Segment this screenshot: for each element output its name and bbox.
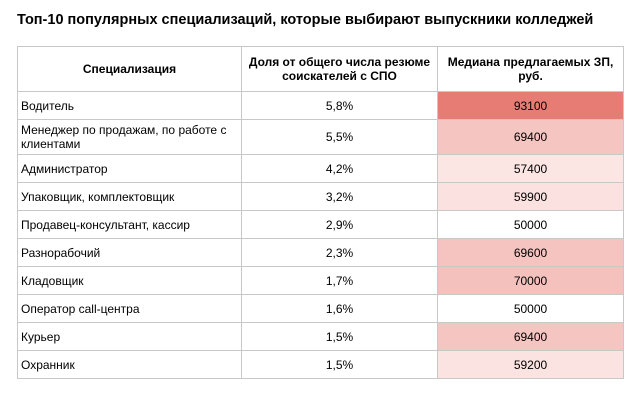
- table-row: Продавец-консультант, кассир 2,9% 50000: [17, 210, 624, 239]
- table-row: Охранник 1,5% 59200: [17, 350, 624, 379]
- header-cell: Специализация: [17, 46, 242, 92]
- salary-cell: 57400: [437, 154, 624, 183]
- table-row: Разнорабочий 2,3% 69600: [17, 238, 624, 267]
- salary-cell: 69600: [437, 238, 624, 267]
- specialization-cell: Упаковщик, комплектовщик: [17, 182, 242, 211]
- share-cell: 2,3%: [241, 238, 438, 267]
- table-row: Упаковщик, комплектовщик 3,2% 59900: [17, 182, 624, 211]
- share-cell: 3,2%: [241, 182, 438, 211]
- specialization-cell: Менеджер по продажам, по работе с клиент…: [17, 119, 242, 155]
- salary-cell: 50000: [437, 294, 624, 323]
- specialization-cell: Продавец-консультант, кассир: [17, 210, 242, 239]
- salary-cell: 70000: [437, 266, 624, 295]
- specialization-cell: Водитель: [17, 91, 242, 120]
- salary-cell: 93100: [437, 91, 624, 120]
- share-cell: 1,5%: [241, 322, 438, 351]
- salary-cell: 59200: [437, 350, 624, 379]
- table-body: Водитель 5,8% 93100 Менеджер по продажам, п…: [17, 91, 624, 379]
- table-row: Курьер 1,5% 69400: [17, 322, 624, 351]
- share-cell: 2,9%: [241, 210, 438, 239]
- data-table: Специализация Доля от общего числа резюм…: [17, 46, 624, 379]
- header-cell: Доля от общего числа резюме соискателей …: [241, 46, 438, 92]
- share-cell: 5,8%: [241, 91, 438, 120]
- specialization-cell: Кладовщик: [17, 266, 242, 295]
- share-cell: 1,7%: [241, 266, 438, 295]
- table-row: Кладовщик 1,7% 70000: [17, 266, 624, 295]
- header-row: Специализация Доля от общего числа резюм…: [17, 46, 624, 92]
- specialization-cell: Администратор: [17, 154, 242, 183]
- salary-cell: 50000: [437, 210, 624, 239]
- table-row: Оператор call-центра 1,6% 50000: [17, 294, 624, 323]
- header-cell: Медиана предлагаемых ЗП, руб.: [437, 46, 624, 92]
- table-row: Водитель 5,8% 93100: [17, 91, 624, 120]
- table-row: Администратор 4,2% 57400: [17, 154, 624, 183]
- title: Топ-10 популярных специализаций, которые…: [17, 12, 594, 28]
- specialization-cell: Разнорабочий: [17, 238, 242, 267]
- share-cell: 1,5%: [241, 350, 438, 379]
- table-row: Менеджер по продажам, по работе с клиент…: [17, 119, 624, 155]
- salary-cell: 59900: [437, 182, 624, 211]
- specialization-cell: Охранник: [17, 350, 242, 379]
- share-cell: 4,2%: [241, 154, 438, 183]
- share-cell: 5,5%: [241, 119, 438, 155]
- salary-cell: 69400: [437, 119, 624, 155]
- specialization-cell: Курьер: [17, 322, 242, 351]
- specialization-cell: Оператор call-центра: [17, 294, 242, 323]
- salary-cell: 69400: [437, 322, 624, 351]
- share-cell: 1,6%: [241, 294, 438, 323]
